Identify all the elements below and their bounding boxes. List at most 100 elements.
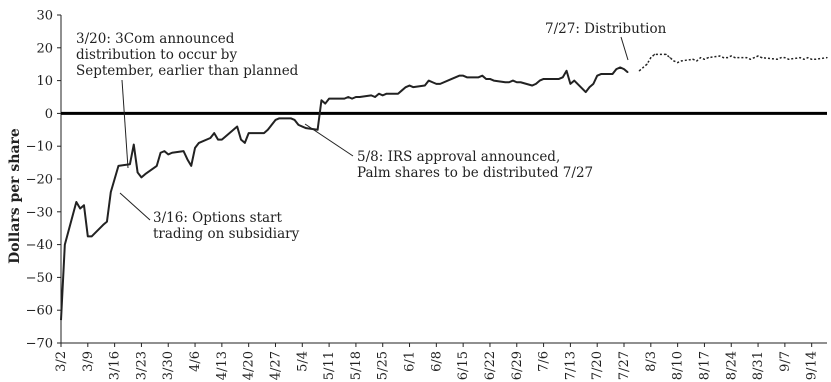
data-point: [788, 58, 790, 60]
data-point: [734, 57, 736, 59]
data-point: [129, 163, 131, 165]
data-point: [569, 83, 571, 85]
data-point: [516, 81, 518, 83]
series-line-after-distribution: [638, 53, 828, 72]
data-point: [144, 173, 146, 175]
annotation-3com-line-2: distribution to occur by: [76, 47, 237, 63]
data-point: [489, 78, 491, 80]
y-tick-label: 10: [36, 74, 53, 89]
y-tick-label: −10: [26, 140, 53, 155]
x-tick-label: 8/24: [724, 351, 739, 380]
axes: 30 20 10 0 −10 −20 −30 −40 −50 −60 −703/2 3/9 3/16 3/…: [26, 9, 827, 380]
x-tick-label: 8/3: [644, 351, 659, 372]
x-tick-label: 7/6: [537, 351, 552, 372]
x-tick-label: 8/31: [751, 351, 766, 380]
x-tick-label: 8/10: [671, 351, 686, 380]
x-tick-label: 7/27: [617, 351, 632, 380]
data-point: [753, 57, 755, 59]
data-point: [351, 98, 353, 100]
data-point: [680, 60, 683, 62]
data-point: [562, 76, 564, 78]
data-point: [83, 204, 85, 206]
annotation-3com-line-1: 3/20: 3Com announced: [76, 31, 235, 47]
x-tick-label: 4/13: [215, 351, 230, 380]
data-point: [294, 119, 296, 121]
x-tick-label: 7/13: [563, 351, 578, 380]
data-point: [156, 165, 158, 167]
x-tick-label: 6/22: [483, 351, 498, 380]
data-point: [182, 150, 185, 152]
data-point: [493, 80, 495, 82]
x-tick-label: 3/16: [108, 351, 123, 380]
y-tick-label: −70: [26, 337, 53, 352]
data-point: [807, 57, 809, 59]
data-point: [106, 221, 108, 223]
data-point: [244, 142, 246, 144]
data-point: [451, 78, 453, 80]
data-point: [297, 124, 300, 126]
data-point: [140, 176, 143, 178]
data-point: [623, 68, 625, 70]
data-point: [745, 57, 748, 59]
data-point: [267, 129, 269, 131]
data-point: [355, 96, 357, 98]
data-point: [236, 125, 238, 128]
data-point: [481, 75, 483, 77]
data-point: [102, 224, 104, 226]
x-tick-label: 3/23: [134, 351, 149, 380]
data-point: [435, 83, 437, 85]
x-tick-label: 5/25: [376, 351, 391, 380]
data-point: [110, 191, 112, 193]
data-point: [274, 119, 277, 121]
data-point: [707, 57, 709, 59]
data-point: [600, 73, 602, 75]
data-point: [520, 81, 522, 83]
x-tick-label: 5/11: [322, 351, 337, 380]
data-point: [137, 171, 139, 174]
y-tick-label: −40: [26, 238, 53, 253]
data-point: [611, 73, 614, 75]
data-point: [592, 83, 594, 85]
data-point: [209, 137, 211, 139]
data-point: [814, 58, 817, 60]
data-point: [117, 165, 120, 167]
annotation-distribution-arrow: [620, 36, 629, 61]
data-point: [428, 80, 430, 82]
x-tick-label: 6/1: [403, 351, 418, 372]
data-point: [347, 96, 349, 98]
data-point: [114, 178, 116, 180]
annotation-irs-line-2: Palm shares to be distributed 7/27: [357, 165, 593, 181]
data-point: [573, 80, 575, 82]
data-point: [171, 152, 173, 154]
data-point: [159, 152, 162, 154]
data-point: [539, 80, 541, 82]
x-tick-label: 6/15: [456, 351, 471, 380]
data-point: [477, 76, 480, 78]
y-tick-label: 30: [36, 9, 53, 24]
annotation-options: 3/16: Options start trading on subsidiar…: [153, 210, 300, 242]
data-point: [213, 132, 215, 134]
x-tick-label: 6/8: [429, 351, 444, 372]
data-point: [133, 143, 135, 146]
data-point: [75, 201, 77, 203]
series-line-before-distribution: [60, 66, 629, 321]
data-point: [669, 57, 671, 59]
data-point: [615, 68, 617, 70]
x-tick-label: 4/6: [188, 351, 203, 372]
data-point: [190, 165, 192, 167]
annotation-options-arrow: [119, 192, 151, 221]
y-tick-label: −30: [26, 205, 53, 220]
data-point: [64, 244, 66, 246]
data-point: [803, 58, 805, 60]
data-point: [749, 58, 752, 60]
data-point: [692, 58, 694, 60]
data-point: [382, 94, 384, 96]
y-axis-title: Dollars per share: [7, 128, 23, 264]
data-point: [263, 132, 265, 134]
data-point: [654, 53, 656, 55]
data-point: [324, 102, 326, 105]
data-point: [408, 84, 411, 87]
data-point: [332, 98, 334, 100]
data-point: [328, 98, 330, 100]
